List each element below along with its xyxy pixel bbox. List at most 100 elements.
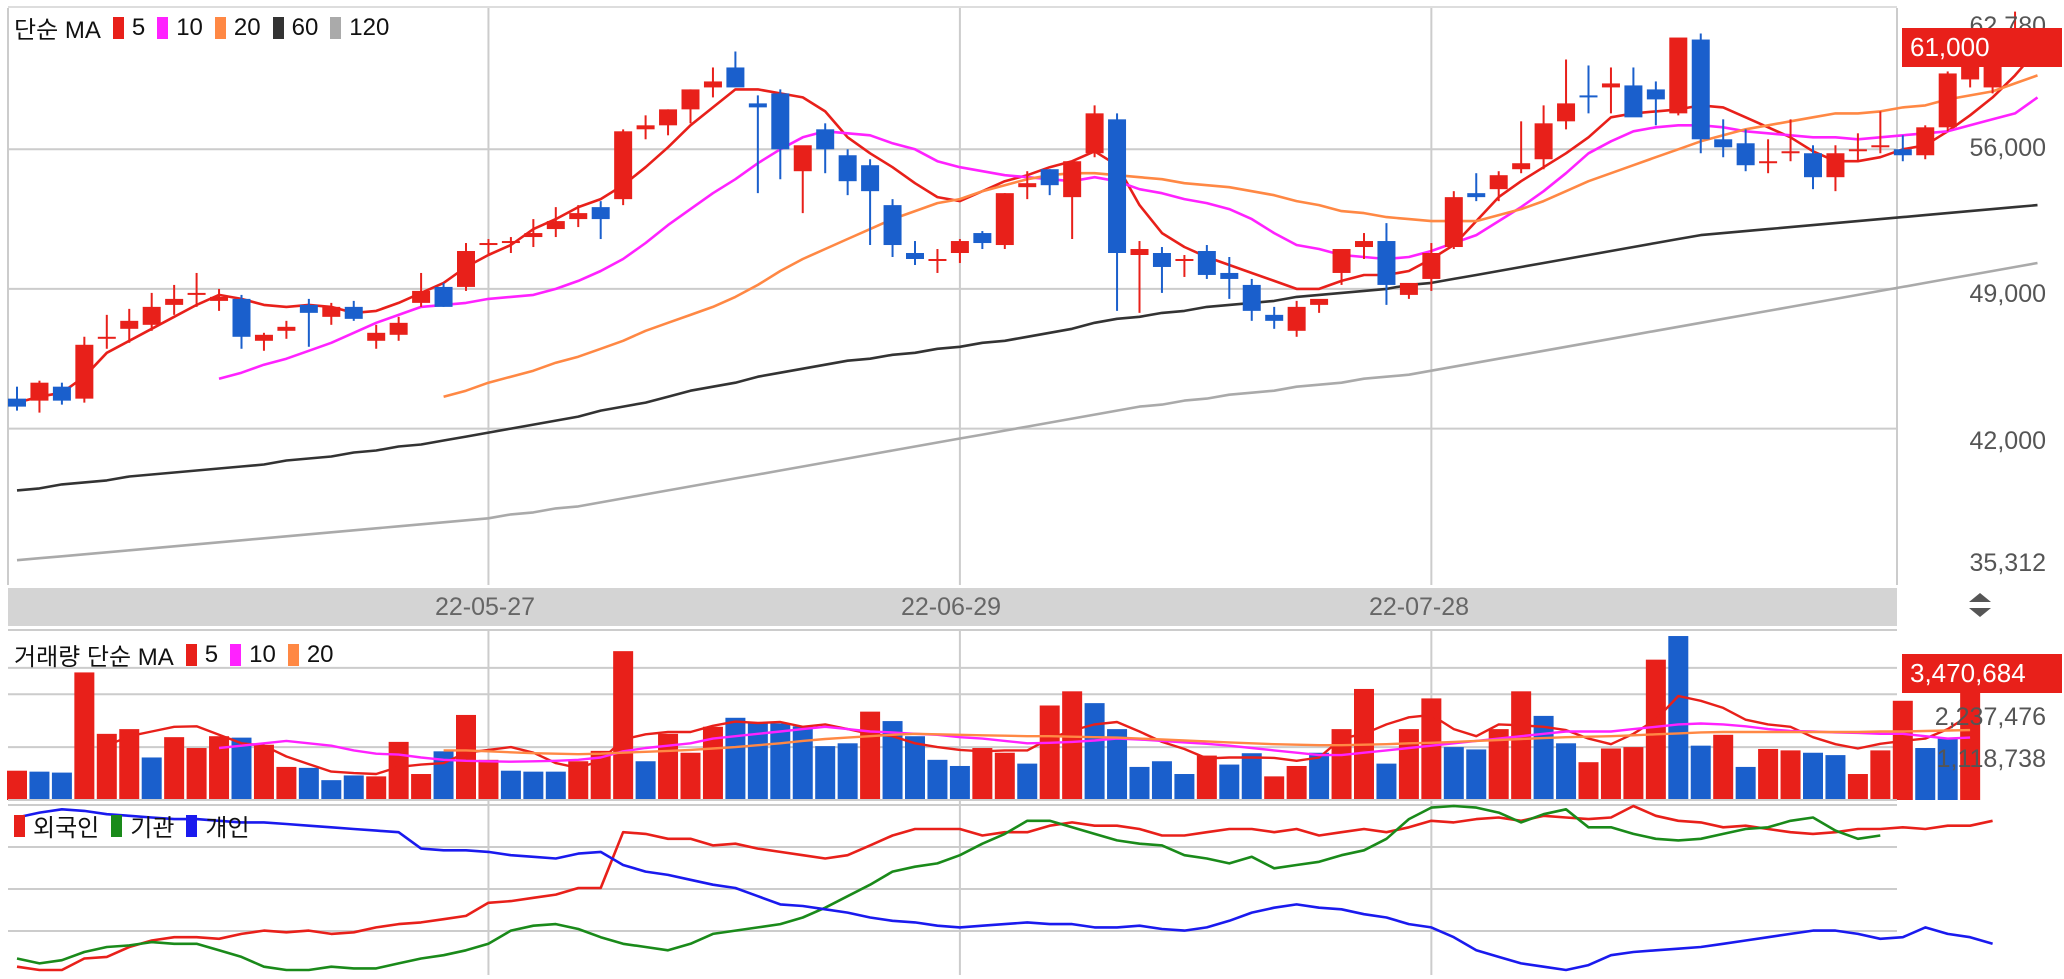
candle-body-51 bbox=[1152, 253, 1171, 267]
price-legend-prefix: 단순 MA bbox=[14, 17, 101, 44]
volume-bar-75 bbox=[1690, 745, 1711, 800]
price-ma-line-10 bbox=[218, 96, 2039, 380]
volume-bar-65 bbox=[1466, 749, 1487, 800]
candle-body-59 bbox=[1332, 249, 1351, 273]
candle-body-66 bbox=[1489, 175, 1508, 190]
vol-ma10-label: 10 bbox=[249, 640, 276, 668]
candle-body-75 bbox=[1691, 39, 1710, 140]
vol-ma20-swatch bbox=[287, 643, 299, 666]
volume-bar-9 bbox=[209, 736, 230, 800]
volume-bar-84 bbox=[1892, 700, 1913, 800]
candle-body-76 bbox=[1714, 139, 1733, 148]
candle-body-61 bbox=[1377, 241, 1396, 285]
volume-bar-53 bbox=[1196, 755, 1217, 800]
candle-body-47 bbox=[1063, 161, 1082, 198]
volume-bar-78 bbox=[1758, 748, 1779, 800]
x-axis-band bbox=[8, 588, 1897, 626]
candle-body-77 bbox=[1736, 143, 1755, 166]
candle-body-83 bbox=[1871, 145, 1890, 148]
institution-label: 기관 bbox=[130, 815, 175, 842]
candle-body-84 bbox=[1893, 149, 1912, 156]
current-volume-tag: 3,470,684 bbox=[1902, 654, 2062, 693]
volume-bar-50 bbox=[1129, 766, 1150, 800]
volume-ma-line-5 bbox=[106, 694, 1971, 776]
candle-body-1 bbox=[30, 382, 49, 401]
up-down-arrows-icon bbox=[1969, 593, 1991, 617]
volume-bar-17 bbox=[388, 741, 409, 800]
ma5-swatch bbox=[112, 16, 124, 39]
institution-swatch bbox=[111, 814, 123, 837]
vol-ma10-swatch bbox=[230, 643, 242, 666]
volume-ma-legend: 거래량 단순 MA 5 10 20 bbox=[14, 637, 334, 672]
x-axis-label-1: 22-06-29 bbox=[900, 593, 1002, 621]
volume-bar-33 bbox=[747, 722, 768, 800]
investor-line-기관 bbox=[16, 804, 1881, 972]
volume-bar-25 bbox=[568, 761, 589, 800]
top-border bbox=[8, 6, 1897, 8]
candle-body-88 bbox=[1983, 61, 2002, 88]
candle-body-63 bbox=[1422, 253, 1441, 279]
volume-bar-48 bbox=[1084, 703, 1105, 800]
candle-body-70 bbox=[1579, 95, 1598, 98]
volume-bar-16 bbox=[366, 776, 387, 800]
candle-body-52 bbox=[1175, 258, 1194, 261]
volume-bar-64 bbox=[1443, 747, 1464, 800]
candle-body-53 bbox=[1197, 251, 1216, 275]
volume-bar-37 bbox=[837, 743, 858, 800]
ma120-swatch bbox=[330, 16, 342, 39]
candle-body-68 bbox=[1534, 123, 1553, 160]
candle-body-36 bbox=[816, 129, 835, 150]
candle-body-64 bbox=[1444, 197, 1463, 248]
volume-bar-11 bbox=[253, 744, 274, 800]
volume-bar-71 bbox=[1600, 748, 1621, 800]
foreign-swatch bbox=[14, 814, 25, 837]
volume-bar-46 bbox=[1039, 705, 1060, 800]
candle-body-4 bbox=[97, 336, 116, 339]
volume-bar-30 bbox=[680, 752, 701, 800]
volume-bar-21 bbox=[478, 759, 499, 800]
candle-body-74 bbox=[1669, 37, 1688, 114]
volume-ma-line-10 bbox=[218, 722, 1971, 763]
volume-bar-82 bbox=[1847, 774, 1868, 800]
ma10-swatch bbox=[157, 16, 169, 39]
volume-bar-83 bbox=[1870, 750, 1891, 800]
price-axis-label-56000: 56,000 bbox=[1969, 134, 2046, 162]
volume-bar-58 bbox=[1309, 752, 1330, 800]
candle-body-45 bbox=[1018, 183, 1037, 188]
candle-body-27 bbox=[614, 131, 633, 200]
candle-body-48 bbox=[1085, 113, 1104, 154]
volume-bar-51 bbox=[1151, 761, 1172, 800]
volume-bar-85 bbox=[1915, 748, 1936, 800]
candle-body-38 bbox=[861, 165, 880, 192]
volume-bar-45 bbox=[1017, 763, 1038, 800]
candle-body-85 bbox=[1916, 127, 1935, 156]
volume-bar-73 bbox=[1645, 659, 1666, 800]
candle-body-55 bbox=[1242, 284, 1261, 311]
candle-body-30 bbox=[681, 89, 700, 110]
volume-bar-24 bbox=[545, 771, 566, 800]
volume-bar-10 bbox=[231, 737, 252, 800]
volume-bar-3 bbox=[74, 672, 95, 800]
candle-body-25 bbox=[569, 213, 588, 220]
volume-axis-label-2237476: 2,237,476 bbox=[1934, 703, 2046, 731]
candle-body-8 bbox=[187, 292, 206, 295]
candle-body-50 bbox=[1130, 249, 1149, 256]
volume-legend-prefix: 거래량 단순 MA bbox=[14, 644, 174, 671]
candle-body-14 bbox=[322, 306, 341, 317]
candle-body-86 bbox=[1938, 73, 1957, 128]
candle-body-37 bbox=[838, 155, 857, 182]
price-axis-label-35312: 35,312 bbox=[1969, 549, 2046, 577]
foreign-label: 외국인 bbox=[33, 815, 100, 842]
vol-ma20-label: 20 bbox=[306, 640, 334, 668]
volume-bar-18 bbox=[411, 774, 432, 800]
individual-label: 개인 bbox=[205, 815, 250, 842]
candle-body-56 bbox=[1265, 314, 1284, 321]
volume-bar-42 bbox=[949, 765, 970, 800]
volume-bar-28 bbox=[635, 761, 656, 800]
candle-body-15 bbox=[344, 306, 363, 319]
volume-bar-80 bbox=[1803, 752, 1823, 800]
panel-resize-handle[interactable] bbox=[1965, 590, 1995, 620]
candle-body-57 bbox=[1287, 306, 1306, 331]
x-axis-label-0: 22-05-27 bbox=[434, 593, 536, 621]
volume-bar-77 bbox=[1735, 766, 1756, 800]
